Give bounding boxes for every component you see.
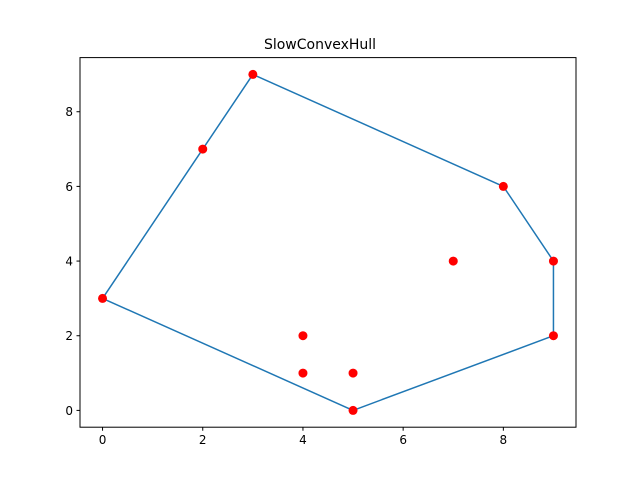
scatter-point — [298, 368, 308, 378]
scatter-point — [248, 69, 258, 79]
scatter-point — [98, 293, 108, 303]
scatter-point — [198, 144, 208, 154]
scatter-point — [548, 256, 558, 266]
y-tick-label: 6 — [65, 180, 73, 194]
y-tick-label: 8 — [65, 105, 73, 119]
scatter-point — [348, 368, 358, 378]
chart-title: SlowConvexHull — [264, 37, 376, 53]
x-tick-label: 6 — [399, 433, 407, 447]
scatter-point — [348, 405, 358, 415]
hull-layer — [101, 73, 555, 412]
plot-area — [80, 57, 576, 428]
x-tick-label: 4 — [299, 433, 307, 447]
y-tick-label: 0 — [65, 404, 73, 418]
x-tick-label: 2 — [199, 433, 207, 447]
x-tick-label: 0 — [99, 433, 107, 447]
hull-line — [101, 73, 555, 412]
y-tick-label: 2 — [65, 329, 73, 343]
axes-frame — [79, 57, 577, 428]
scatter-point — [448, 256, 458, 266]
scatter-point — [498, 181, 508, 191]
points-layer — [98, 69, 558, 415]
x-axis: 0 2 4 6 8 — [99, 427, 507, 447]
scatter-point — [298, 331, 308, 341]
scatter-point — [548, 331, 558, 341]
y-axis: 0 2 4 6 8 — [65, 105, 80, 418]
y-tick-label: 4 — [65, 255, 73, 269]
x-tick-label: 8 — [500, 433, 508, 447]
